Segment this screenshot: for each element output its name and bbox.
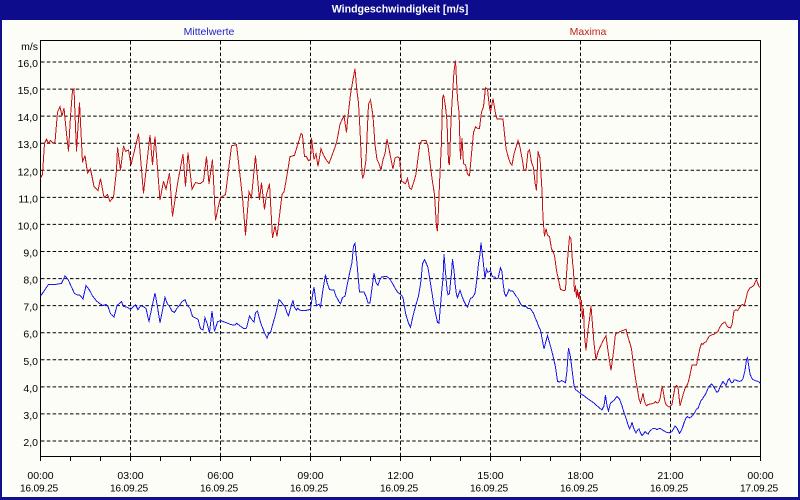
svg-text:15:00: 15:00 bbox=[477, 470, 503, 482]
svg-text:16.09.25: 16.09.25 bbox=[20, 484, 59, 495]
svg-text:03:00: 03:00 bbox=[117, 470, 143, 482]
svg-text:00:00: 00:00 bbox=[747, 470, 773, 482]
svg-text:17.09.25: 17.09.25 bbox=[740, 484, 779, 495]
svg-text:16.09.25: 16.09.25 bbox=[560, 484, 599, 495]
svg-text:Windgeschwindigkeit [m/s]: Windgeschwindigkeit [m/s] bbox=[332, 4, 468, 16]
svg-text:11,0: 11,0 bbox=[18, 193, 38, 205]
svg-text:06:00: 06:00 bbox=[207, 470, 233, 482]
svg-text:8,0: 8,0 bbox=[23, 275, 38, 287]
svg-text:16.09.25: 16.09.25 bbox=[200, 484, 239, 495]
svg-text:16.09.25: 16.09.25 bbox=[110, 484, 149, 495]
svg-text:9,0: 9,0 bbox=[23, 248, 38, 260]
svg-text:16.09.25: 16.09.25 bbox=[290, 484, 329, 495]
svg-text:3,0: 3,0 bbox=[23, 410, 38, 422]
svg-text:09:00: 09:00 bbox=[297, 470, 323, 482]
svg-text:m/s: m/s bbox=[21, 41, 38, 53]
svg-text:10,0: 10,0 bbox=[18, 220, 39, 232]
svg-text:7,0: 7,0 bbox=[23, 302, 38, 314]
svg-text:2,0: 2,0 bbox=[23, 437, 38, 449]
svg-text:16.09.25: 16.09.25 bbox=[470, 484, 509, 495]
svg-text:6,0: 6,0 bbox=[23, 329, 38, 341]
svg-text:12,0: 12,0 bbox=[18, 166, 39, 178]
svg-text:5,0: 5,0 bbox=[23, 356, 38, 368]
svg-text:16,0: 16,0 bbox=[18, 58, 39, 70]
svg-text:18:00: 18:00 bbox=[567, 470, 593, 482]
svg-text:13,0: 13,0 bbox=[18, 139, 39, 151]
svg-text:4,0: 4,0 bbox=[23, 383, 38, 395]
svg-text:00:00: 00:00 bbox=[27, 470, 53, 482]
svg-text:Maxima: Maxima bbox=[570, 26, 607, 38]
svg-text:16.09.25: 16.09.25 bbox=[380, 484, 419, 495]
svg-text:21:00: 21:00 bbox=[657, 470, 683, 482]
svg-text:12:00: 12:00 bbox=[387, 470, 413, 482]
svg-text:Mittelwerte: Mittelwerte bbox=[184, 26, 235, 38]
svg-text:16.09.25: 16.09.25 bbox=[650, 484, 689, 495]
svg-text:15,0: 15,0 bbox=[18, 85, 39, 97]
svg-text:14,0: 14,0 bbox=[18, 112, 39, 124]
